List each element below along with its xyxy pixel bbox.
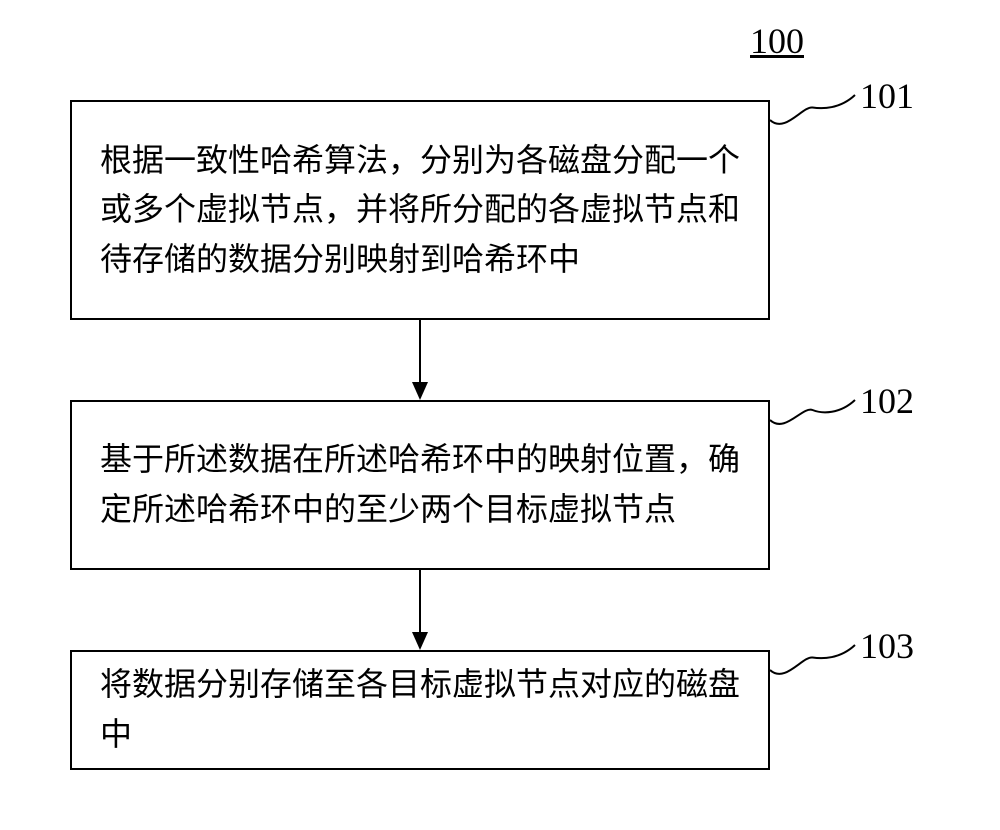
squiggle-group	[770, 95, 855, 674]
step-label-103: 103	[860, 625, 914, 667]
step-text-102: 基于所述数据在所述哈希环中的映射位置，确定所述哈希环中的至少两个目标虚拟节点	[100, 435, 740, 534]
step-label-101: 101	[860, 75, 914, 117]
figure-number: 100	[750, 20, 804, 62]
step-box-101: 根据一致性哈希算法，分别为各磁盘分配一个或多个虚拟节点，并将所分配的各虚拟节点和…	[70, 100, 770, 320]
step-box-103: 将数据分别存储至各目标虚拟节点对应的磁盘中	[70, 650, 770, 770]
step-text-101: 根据一致性哈希算法，分别为各磁盘分配一个或多个虚拟节点，并将所分配的各虚拟节点和…	[100, 136, 740, 285]
step-label-102: 102	[860, 380, 914, 422]
step-text-103: 将数据分别存储至各目标虚拟节点对应的磁盘中	[100, 660, 740, 759]
step-box-102: 基于所述数据在所述哈希环中的映射位置，确定所述哈希环中的至少两个目标虚拟节点	[70, 400, 770, 570]
